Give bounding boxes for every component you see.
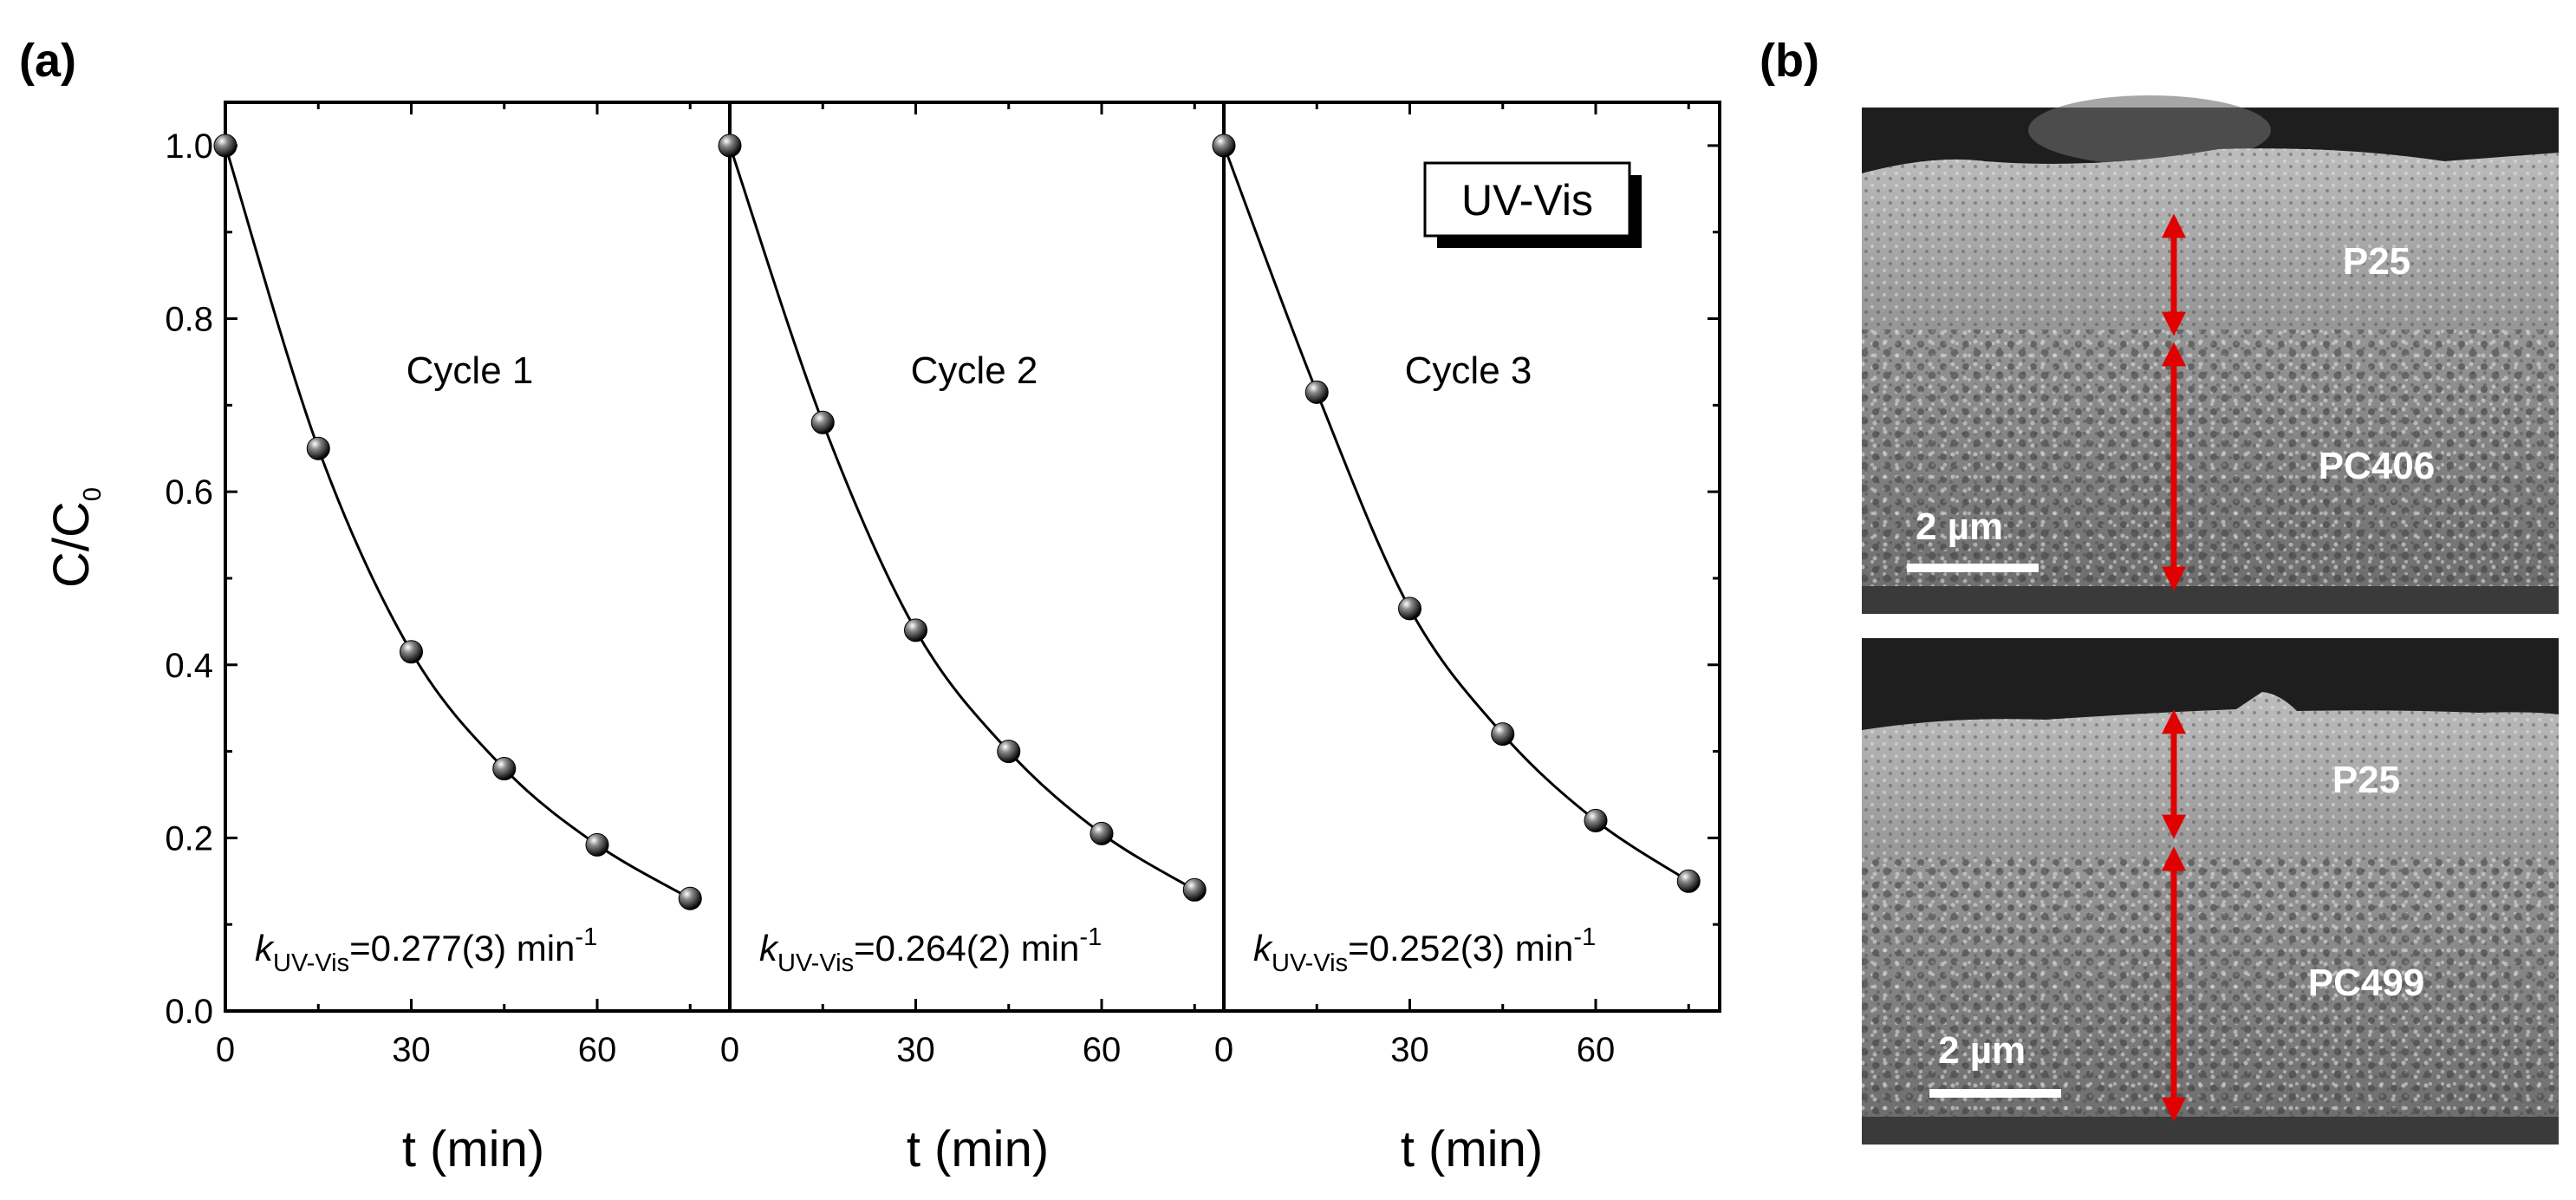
legend-label: UV-Vis — [1461, 176, 1593, 225]
sem-1-top-layer-label: P25 — [2343, 240, 2410, 283]
sem-image-2: P25 PC499 2 µm — [1862, 638, 2559, 1145]
rate-constant-value: =0.264(2) min — [854, 928, 1079, 968]
y-tick-label: 0.8 — [165, 301, 213, 339]
x-tick-label: 0 — [1214, 1031, 1233, 1069]
data-point — [1398, 597, 1421, 621]
sem-2-top-layer-label: P25 — [2332, 759, 2400, 801]
sem-1-substrate — [1862, 586, 2559, 614]
data-point — [492, 757, 517, 781]
fit-curve — [224, 145, 691, 900]
fit-curve — [1222, 145, 1690, 883]
sem-1-bottom-layer-label: PC406 — [2319, 445, 2436, 487]
data-point — [1212, 134, 1236, 158]
rate-constant-label: kUV-Vis=0.252(3) min-1 — [1253, 923, 1596, 977]
sem-1-glow — [2028, 95, 2271, 165]
y-axis-title: C/C0 — [43, 487, 107, 588]
data-point — [904, 618, 927, 642]
data-point — [1182, 877, 1207, 902]
panel-a-label: (a) — [19, 35, 76, 87]
data-point — [678, 886, 702, 910]
rate-constant-exponent: -1 — [1079, 923, 1102, 951]
x-axis-title: t (min) — [907, 1121, 1049, 1177]
rate-constant-exponent: -1 — [575, 923, 597, 951]
chart-area: 0.00.20.40.60.81.00 30 60t (min)Cycle 1kUV… — [165, 101, 1721, 1177]
x-axis-title: t (min) — [402, 1121, 544, 1177]
sem-2-bottom-layer-label: PC499 — [2308, 962, 2425, 1004]
cycle-label: Cycle 2 — [911, 349, 1038, 392]
y-tick-label: 0.0 — [165, 993, 213, 1031]
cycle-label: Cycle 3 — [1405, 349, 1532, 392]
data-point — [400, 640, 423, 664]
sem-2-scale-bar — [1929, 1089, 2061, 1098]
y-tick-label: 0.2 — [165, 819, 213, 858]
data-point — [213, 134, 237, 158]
sem-2-substrate — [1862, 1117, 2559, 1145]
y-axis-title-main: C/C — [43, 501, 100, 588]
y-tick-label: 0.6 — [165, 473, 213, 512]
data-point — [997, 740, 1021, 764]
sem-image-1: P25 PC406 2 µm — [1862, 95, 2559, 614]
y-axis-title-sub: 0 — [79, 487, 107, 501]
x-tick-label: 60 — [1577, 1031, 1616, 1069]
y-tick-label: 1.0 — [165, 127, 213, 166]
fit-curve — [728, 145, 1196, 891]
data-point — [1676, 869, 1701, 893]
data-point — [1584, 808, 1608, 832]
x-tick-label: 30 — [1390, 1031, 1429, 1069]
x-tick-label: 30 — [896, 1031, 935, 1069]
x-axis-title: t (min) — [1401, 1121, 1543, 1177]
sem-2-scale-label: 2 µm — [1938, 1029, 2026, 1072]
rate-constant-symbol: k — [255, 928, 275, 968]
rate-constant-value: =0.277(3) min — [349, 928, 575, 968]
rate-constant-symbol: k — [759, 928, 779, 968]
data-point — [1491, 722, 1515, 747]
legend: UV-Vis — [1423, 161, 1642, 248]
sem-1-scale-bar — [1907, 564, 2039, 572]
y-tick-label: 0.4 — [165, 647, 213, 685]
rate-constant-subscript: UV-Vis — [777, 949, 854, 977]
rate-constant-exponent: -1 — [1573, 923, 1596, 951]
data-point — [810, 410, 835, 434]
rate-constant-label: kUV-Vis=0.264(2) min-1 — [759, 923, 1102, 977]
data-point — [585, 832, 609, 857]
sem-1-scale-label: 2 µm — [1916, 505, 2003, 548]
cycle-label: Cycle 1 — [407, 349, 534, 392]
x-tick-label: 0 — [216, 1031, 235, 1069]
data-point — [306, 436, 330, 460]
rate-constant-subscript: UV-Vis — [273, 949, 349, 977]
rate-constant-value: =0.252(3) min — [1348, 928, 1573, 968]
legend-box — [1423, 161, 1631, 238]
rate-constant-symbol: k — [1253, 928, 1273, 968]
data-point — [718, 134, 742, 158]
rate-constant-subscript: UV-Vis — [1272, 949, 1348, 977]
data-point — [1090, 821, 1114, 845]
panel-b-label: (b) — [1760, 35, 1819, 87]
data-point — [1304, 380, 1329, 404]
plot-frame — [224, 101, 1721, 1013]
sem-1-porous-layer — [1862, 329, 2559, 590]
sem-2-porous-layer — [1862, 858, 2559, 1118]
x-tick-label: 0 — [720, 1031, 739, 1069]
rate-constant-label: kUV-Vis=0.277(3) min-1 — [255, 923, 597, 977]
x-tick-label: 60 — [1083, 1031, 1122, 1069]
x-tick-label: 60 — [578, 1031, 617, 1069]
x-tick-label: 30 — [392, 1031, 431, 1069]
